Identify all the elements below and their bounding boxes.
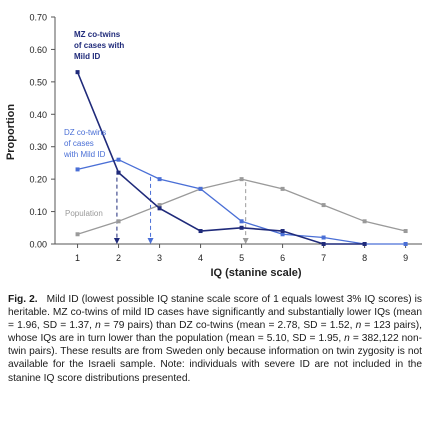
mz-data-point	[157, 206, 162, 211]
series-labels: MZ co-twins of cases with Mild ID DZ co-twi…	[63, 30, 124, 218]
x-tick-label: 5	[239, 253, 244, 263]
y-tick-label: 0.20	[29, 175, 47, 185]
y-tick-label: 0.00	[29, 240, 47, 250]
dz-data-point	[157, 177, 162, 182]
pop-data-point	[157, 203, 162, 208]
y-tick-label: 0.30	[29, 142, 47, 152]
dz-data-point	[116, 157, 121, 162]
dz-series-label: with Mild ID	[63, 150, 106, 159]
y-tick-label: 0.10	[29, 207, 47, 217]
dz-series-line	[77, 159, 406, 245]
dz-series-label: DZ co-twins	[64, 128, 106, 137]
pop-data-point	[403, 229, 408, 234]
figure-label: Fig. 2.	[8, 294, 38, 305]
caption-segment: n	[344, 333, 350, 345]
dz-data-point	[321, 235, 326, 240]
mz-mean-arrow	[113, 238, 120, 244]
caption-segment: = 123 pairs), whose IQs are in turn lowe…	[8, 320, 422, 345]
mz-data-point	[75, 70, 80, 75]
dz-data-point	[280, 232, 285, 237]
mz-series-label: Mild ID	[74, 52, 100, 61]
x-tick-label: 8	[362, 253, 367, 263]
y-tick-label: 0.50	[29, 77, 47, 87]
y-tick-label: 0.40	[29, 110, 47, 120]
x-tick-label: 9	[403, 253, 408, 263]
y-axis-label: Proportion	[5, 104, 17, 160]
dz-data-point	[403, 242, 408, 246]
y-tick-label: 0.60	[29, 45, 47, 55]
pop-data-point	[75, 232, 80, 237]
caption-segment: = 79 pairs) than DZ co-twins (mean = 2.7…	[100, 320, 356, 332]
mz-data-point	[239, 225, 244, 230]
dz-mean-arrow	[147, 238, 154, 244]
chart-axes: 0.00 0.10 0.20 0.30 0.40 0.50 0.60 0.70 1 2 3 4 5 6 7 8…	[29, 13, 422, 263]
dz-data-point	[239, 219, 244, 224]
x-tick-label: 6	[280, 253, 285, 263]
mz-data-point	[280, 229, 285, 234]
pop-series-label: Population	[65, 209, 103, 218]
dz-data-point	[198, 186, 203, 191]
caption-segment: n	[95, 320, 101, 332]
mz-data-point	[116, 170, 121, 175]
caption-segment: = 382,122 non-twin pairs). These results…	[8, 333, 423, 384]
mz-series-label: of cases with	[74, 41, 124, 50]
x-tick-label: 4	[198, 253, 203, 263]
mz-data-point	[321, 242, 326, 246]
figure-chart: 0.00 0.10 0.20 0.30 0.40 0.50 0.60 0.70 1 2 3 4 5 6 7 8…	[5, 13, 422, 279]
pop-data-point	[362, 219, 367, 224]
chart-series	[75, 70, 408, 246]
caption-segment: Mild ID (lowest possible IQ stanine scal…	[8, 294, 422, 332]
pop-mean-arrow	[242, 238, 249, 244]
caption-text: Mild ID (lowest possible IQ stanine scal…	[8, 294, 422, 384]
x-tick-label: 2	[116, 253, 121, 263]
x-tick-label: 3	[157, 253, 162, 263]
x-tick-label: 7	[321, 253, 326, 263]
figure-caption: Fig. 2. Mild ID (lowest possible IQ stan…	[8, 293, 422, 385]
pop-data-point	[116, 219, 121, 224]
dz-data-point	[75, 167, 80, 172]
dz-series-label: of cases	[64, 139, 94, 148]
pop-data-point	[239, 177, 244, 182]
y-tick-label: 0.70	[29, 13, 47, 23]
pop-data-point	[280, 186, 285, 191]
mean-guides	[113, 170, 249, 244]
x-tick-label: 1	[75, 253, 80, 263]
mz-series-line	[76, 71, 365, 245]
mz-data-point	[198, 229, 203, 234]
mz-data-point	[362, 242, 367, 246]
pop-data-point	[321, 203, 326, 208]
mz-series-label: MZ co-twins	[74, 30, 121, 39]
caption-segment: n	[355, 320, 362, 332]
x-axis-label: IQ (stanine scale)	[210, 267, 301, 279]
